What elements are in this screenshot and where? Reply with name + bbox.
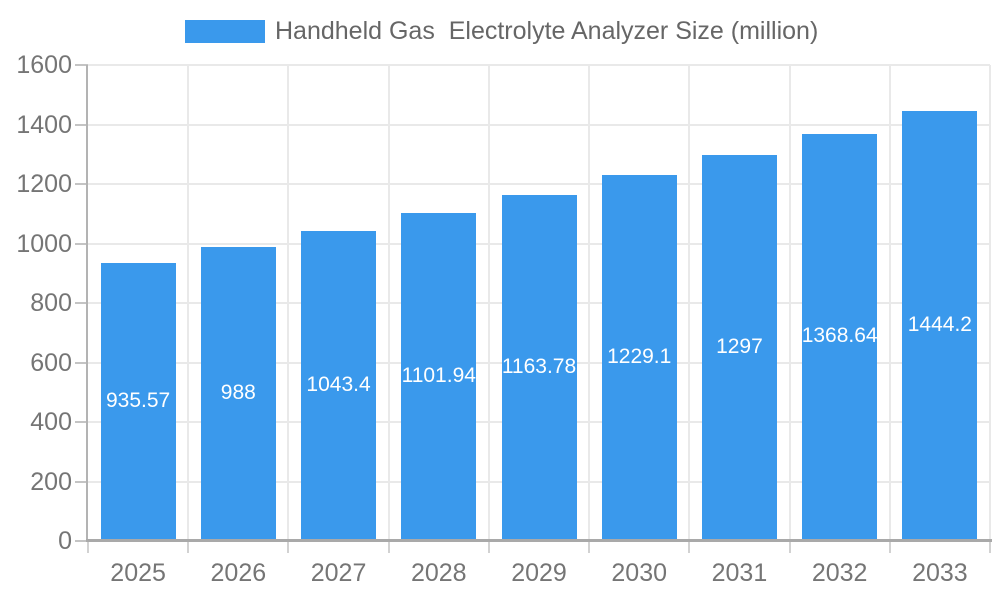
y-gridline bbox=[88, 64, 990, 66]
x-axis-label-2027: 2027 bbox=[310, 559, 367, 587]
bar-2027[interactable]: 1043.4 bbox=[301, 230, 377, 539]
bar-2025[interactable]: 935.57 bbox=[100, 262, 176, 539]
x-gridline bbox=[387, 65, 390, 541]
bar-value-label: 988 bbox=[220, 381, 256, 405]
x-axis-label-2033: 2033 bbox=[912, 559, 968, 587]
bar-2032[interactable]: 1368.64 bbox=[801, 133, 878, 539]
x-gridline bbox=[989, 65, 991, 541]
bar-value-label: 1229.1 bbox=[607, 345, 672, 369]
y-axis-tick bbox=[75, 421, 88, 423]
y-axis-line bbox=[86, 65, 88, 541]
y-axis-label: 1600 bbox=[16, 51, 72, 79]
x-axis-label-2028: 2028 bbox=[410, 559, 467, 587]
x-axis-tick bbox=[688, 541, 691, 553]
y-axis-label: 1400 bbox=[16, 110, 72, 139]
x-axis-tick bbox=[487, 541, 490, 553]
x-axis-label-2032: 2032 bbox=[811, 559, 868, 587]
x-gridline bbox=[888, 65, 891, 541]
x-gridline bbox=[487, 65, 490, 541]
y-axis-label: 600 bbox=[30, 348, 72, 377]
bar-value-label: 1444.2 bbox=[907, 313, 972, 337]
chart-legend[interactable]: Handheld Gas Electrolyte Analyzer Size (… bbox=[185, 19, 818, 44]
bar-value-label: 1297 bbox=[716, 335, 763, 359]
y-axis-tick bbox=[75, 540, 88, 542]
y-axis-tick bbox=[75, 302, 88, 304]
x-axis-label-2031: 2031 bbox=[711, 559, 768, 587]
y-axis-tick bbox=[75, 480, 88, 483]
x-axis-tick bbox=[888, 541, 891, 553]
y-axis-label: 800 bbox=[30, 289, 72, 317]
bar-2030[interactable]: 1229.1 bbox=[601, 175, 677, 539]
bar-value-label: 1368.64 bbox=[801, 324, 878, 348]
x-axis-label-2025: 2025 bbox=[110, 559, 166, 587]
y-axis-tick bbox=[75, 361, 88, 364]
x-axis-label-2030: 2030 bbox=[611, 559, 668, 587]
bar-2026[interactable]: 988 bbox=[200, 247, 276, 539]
x-axis-label-2029: 2029 bbox=[511, 559, 567, 587]
y-axis-label: 0 bbox=[58, 527, 72, 555]
bar-2031[interactable]: 1297 bbox=[701, 155, 777, 539]
x-gridline bbox=[688, 65, 691, 541]
bar-value-label: 935.57 bbox=[105, 388, 171, 412]
y-axis-label: 200 bbox=[30, 467, 72, 496]
y-axis-label: 1000 bbox=[16, 229, 72, 258]
x-axis-tick bbox=[989, 541, 991, 553]
bar-value-label: 1163.78 bbox=[501, 354, 577, 378]
bar-value-label: 1043.4 bbox=[306, 372, 371, 396]
x-axis-tick bbox=[588, 541, 591, 553]
y-axis-tick bbox=[75, 242, 88, 245]
x-gridline bbox=[287, 65, 290, 541]
bar-2029[interactable]: 1163.78 bbox=[501, 194, 577, 539]
y-gridline bbox=[88, 123, 990, 126]
bar-2028[interactable]: 1101.94 bbox=[401, 213, 477, 539]
y-axis-label: 400 bbox=[30, 408, 72, 436]
bar-value-label: 1101.94 bbox=[401, 364, 476, 388]
bar-2033[interactable]: 1444.2 bbox=[902, 111, 978, 539]
x-gridline bbox=[588, 65, 591, 541]
y-axis-tick bbox=[75, 183, 88, 185]
x-axis-tick bbox=[87, 541, 89, 553]
x-gridline bbox=[788, 65, 791, 541]
x-gridline bbox=[187, 65, 190, 541]
x-axis-tick bbox=[287, 541, 290, 553]
x-axis-tick bbox=[387, 541, 390, 553]
legend-swatch bbox=[185, 20, 265, 43]
y-axis-tick bbox=[75, 123, 88, 126]
x-axis-line bbox=[86, 539, 992, 542]
y-axis-label: 1200 bbox=[16, 170, 72, 198]
y-gridline bbox=[88, 183, 990, 185]
x-axis-tick bbox=[187, 541, 190, 553]
x-axis-tick bbox=[788, 541, 791, 553]
x-axis-label-2026: 2026 bbox=[210, 559, 267, 587]
legend-label: Handheld Gas Electrolyte Analyzer Size (… bbox=[275, 17, 819, 45]
y-axis-tick bbox=[75, 64, 88, 66]
